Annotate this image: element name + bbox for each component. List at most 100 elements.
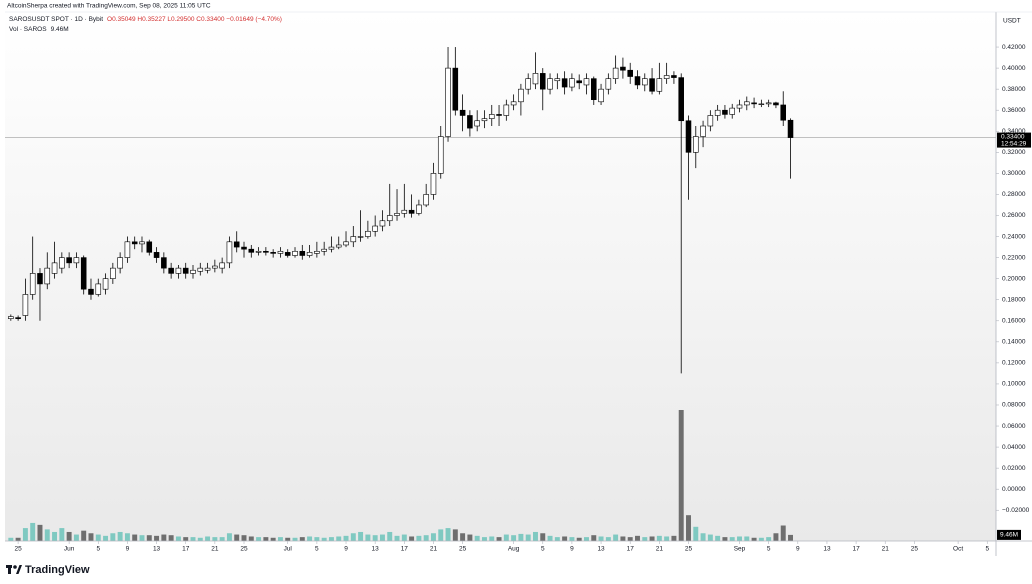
volume-bar [656, 535, 662, 541]
volume-bar [518, 533, 524, 541]
candle-body [598, 88, 604, 103]
candle-body [590, 78, 597, 100]
candle-body [722, 109, 728, 115]
volume-bar [197, 537, 203, 541]
x-tick-label: Jul [284, 546, 293, 553]
volume-bar [314, 537, 320, 541]
volume-bar [256, 537, 262, 541]
candle-body [423, 194, 429, 206]
candle-body [663, 75, 670, 79]
candle-body [634, 76, 641, 86]
logo-part [8, 565, 11, 574]
candle-body [445, 67, 451, 137]
candle-body [671, 75, 677, 78]
y-tick-label: 0.18000 [1002, 296, 1026, 303]
volume-bar [438, 529, 444, 541]
volume-bar [161, 534, 167, 541]
candle-body [277, 250, 284, 254]
candle-body [284, 252, 291, 256]
candle-body [175, 267, 182, 274]
candle-body [357, 236, 364, 238]
x-tick-label: 5 [767, 546, 771, 553]
candle-body [292, 250, 298, 256]
volume-bar [445, 528, 451, 541]
candle-body [744, 101, 750, 106]
candle-body [131, 241, 138, 245]
volume-legend: Vol · SAROS 9.46M [9, 26, 69, 33]
x-tick-label: 13 [597, 546, 605, 553]
y-tick-label: 0.24000 [1002, 233, 1026, 240]
candle-body [583, 78, 590, 86]
candle-body [416, 204, 422, 214]
volume-bar [88, 533, 94, 541]
candle-body [306, 252, 313, 256]
x-tick-label: 9 [344, 546, 348, 553]
volume-bar [467, 534, 473, 541]
volume-bar [481, 537, 487, 541]
y-tick-label: 0.26000 [1002, 212, 1026, 219]
volume-bar [780, 525, 786, 541]
candle-body [430, 173, 437, 195]
volume-bar [766, 537, 772, 541]
volume-bar [226, 533, 232, 541]
candle-body [328, 246, 335, 250]
volume-bar [248, 536, 254, 541]
candle-body [314, 250, 320, 254]
y-tick-label: 0.04000 [1002, 444, 1026, 451]
volume-bar [263, 537, 269, 541]
volume-bar [416, 535, 422, 541]
candle-body [73, 257, 80, 264]
x-tick-label: 17 [182, 546, 190, 553]
candle-body [394, 213, 400, 216]
candle-body [95, 283, 102, 295]
candle-body [372, 225, 378, 232]
volume-bar [627, 537, 633, 541]
x-tick-label: 25 [459, 546, 467, 553]
candle-body [233, 241, 240, 248]
x-tick-label: Oct [953, 546, 963, 553]
volume-bar [358, 531, 364, 541]
y-tick-label: 0.20000 [1002, 275, 1026, 282]
volume-bar [103, 535, 109, 541]
candle-body [408, 209, 415, 214]
candle-body [44, 267, 51, 285]
candle-body [758, 103, 765, 106]
volume-bar [234, 534, 240, 541]
candle-body [124, 241, 131, 258]
candle-body [751, 102, 757, 105]
candle-body [182, 267, 189, 274]
y-tick-label: 0.14000 [1002, 339, 1026, 346]
candle-body [787, 119, 794, 138]
candle-body [350, 236, 357, 243]
y-tick-label: −0.02000 [1002, 507, 1030, 514]
candle-body [656, 78, 663, 92]
x-tick-label: 9 [570, 546, 574, 553]
volume-bar [496, 537, 502, 541]
candle-body [29, 273, 36, 295]
candle-body [248, 248, 255, 253]
volume-bar [584, 537, 589, 541]
volume-bar [547, 535, 553, 541]
volume-bar [642, 537, 648, 541]
volume-bar [773, 533, 779, 541]
candle-body [503, 104, 510, 116]
volume-bar [686, 515, 691, 541]
candle-body [161, 257, 167, 269]
candle-body [321, 248, 327, 252]
y-tick-label: 0.36000 [1002, 107, 1026, 114]
y-tick-label: 0.28000 [1002, 191, 1026, 198]
candle-body [80, 257, 87, 290]
candle-body [15, 317, 21, 319]
candle-body [437, 136, 444, 174]
volume-bar [751, 537, 757, 541]
logo-part [16, 565, 22, 574]
volume-bar [212, 537, 218, 541]
candle-body [642, 78, 648, 86]
candle-body [8, 316, 14, 319]
symbol: SAROSUSDT SPOT · 1D · Bybit [9, 16, 103, 23]
y-tick-label: 0.30000 [1002, 170, 1026, 177]
y-tick-label: 0.10000 [1002, 381, 1026, 388]
volume-bar [409, 536, 415, 541]
candle-body [37, 273, 43, 285]
candle-body [576, 80, 582, 84]
